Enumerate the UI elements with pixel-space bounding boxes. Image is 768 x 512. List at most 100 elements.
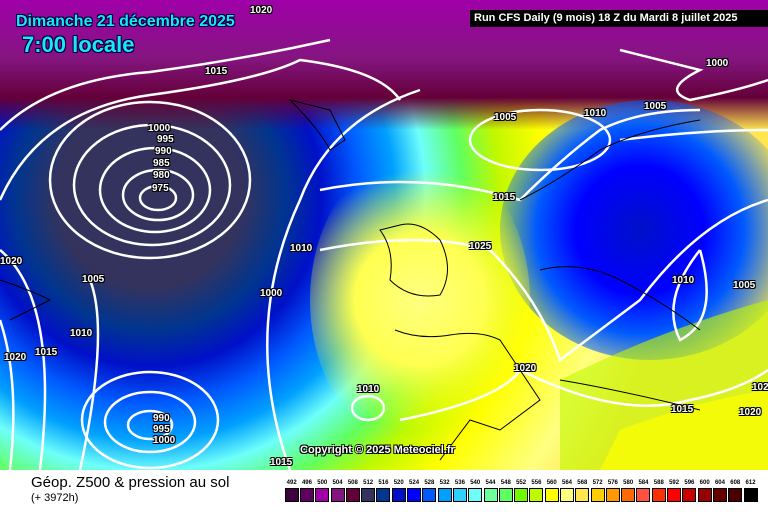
scale-step: 600 xyxy=(697,479,712,502)
scale-swatch xyxy=(651,488,666,502)
geopotential-field xyxy=(0,0,768,470)
scale-value: 556 xyxy=(531,480,542,486)
copyright: Copyright © 2025 Meteociel.fr xyxy=(300,444,455,456)
isobar-label: 1015 xyxy=(493,192,516,203)
scale-swatch xyxy=(299,488,314,502)
model-run-label: Run CFS Daily (9 mois) 18 Z du Mardi 8 j… xyxy=(470,10,768,27)
scale-swatch xyxy=(483,488,498,502)
forecast-time: 7:00 locale xyxy=(22,32,135,57)
scale-step: 580 xyxy=(621,479,636,502)
isobar-label: 1015 xyxy=(270,457,293,468)
scale-value: 496 xyxy=(301,480,312,486)
scale-swatch xyxy=(452,488,467,502)
isobar-label: 995 xyxy=(157,134,174,145)
scale-step: 576 xyxy=(605,479,620,502)
scale-value: 512 xyxy=(363,480,374,486)
scale-value: 536 xyxy=(454,480,465,486)
isobar-label: 1000 xyxy=(706,58,729,69)
scale-step: 564 xyxy=(559,479,574,502)
isobar-label: 1005 xyxy=(82,274,105,285)
scale-swatch xyxy=(407,488,422,502)
scale-step: 560 xyxy=(544,479,559,502)
scale-swatch xyxy=(682,488,697,502)
lead-time: (+ 3972h) xyxy=(31,492,79,504)
scale-value: 528 xyxy=(424,480,435,486)
scale-step: 528 xyxy=(422,479,437,502)
isobar-label: 1000 xyxy=(148,123,171,134)
scale-swatch xyxy=(743,488,758,502)
scale-swatch xyxy=(498,488,513,502)
isobar-label: 1010 xyxy=(357,384,380,395)
scale-swatch xyxy=(697,488,712,502)
scale-step: 544 xyxy=(483,479,498,502)
scale-step: 604 xyxy=(712,479,727,502)
scale-step: 592 xyxy=(666,479,682,502)
scale-value: 540 xyxy=(470,480,481,486)
scale-value: 500 xyxy=(317,480,328,486)
scale-swatch xyxy=(437,488,452,502)
legend-footer: Géop. Z500 & pression au sol (+ 3972h) 4… xyxy=(0,470,768,512)
scale-value: 508 xyxy=(347,480,358,486)
scale-step: 536 xyxy=(452,479,467,502)
scale-value: 572 xyxy=(592,480,603,486)
weather-map: Dimanche 21 décembre 2025 7:00 locale Ru… xyxy=(0,0,768,470)
isobar-label: 985 xyxy=(153,158,170,169)
scale-swatch xyxy=(529,488,544,502)
forecast-date: Dimanche 21 décembre 2025 xyxy=(16,13,235,30)
scale-value: 588 xyxy=(653,480,664,486)
scale-step: 572 xyxy=(590,479,605,502)
isobar-label: 102 xyxy=(752,382,768,393)
scale-swatch xyxy=(667,488,682,502)
isobar-label: 1020 xyxy=(4,352,27,363)
isobar-label: 1020 xyxy=(250,5,273,16)
scale-swatch xyxy=(330,488,345,502)
isobar-label: 990 xyxy=(153,413,170,424)
isobar-label: 990 xyxy=(155,146,172,157)
scale-swatch xyxy=(391,488,406,502)
scale-step: 492 xyxy=(284,479,299,502)
scale-value: 548 xyxy=(500,480,511,486)
scale-value: 524 xyxy=(409,480,420,486)
scale-step: 532 xyxy=(437,479,452,502)
isobar-label: 1005 xyxy=(733,280,756,291)
isobar-label: 1010 xyxy=(584,108,607,119)
scale-swatch xyxy=(636,488,651,502)
scale-step: 552 xyxy=(513,479,529,502)
isobar-label: 1005 xyxy=(644,101,667,112)
isobar-label: 1020 xyxy=(739,407,762,418)
isobar-label: 1010 xyxy=(672,275,695,286)
isobar-label: 1005 xyxy=(494,112,517,123)
scale-swatch xyxy=(621,488,636,502)
scale-value: 584 xyxy=(638,480,649,486)
scale-swatch xyxy=(315,488,330,502)
color-scale: 492 496 500 504 508 512 516 520 524 528 532 536 540 5… xyxy=(284,479,758,502)
scale-swatch xyxy=(575,488,590,502)
isobar-label: 980 xyxy=(153,170,170,181)
scale-step: 596 xyxy=(682,479,697,502)
scale-swatch xyxy=(422,488,437,502)
scale-value: 504 xyxy=(332,480,343,486)
isobar-label: 1015 xyxy=(205,66,228,77)
isobar-label: 1015 xyxy=(35,347,58,358)
isobar-label: 1015 xyxy=(671,404,694,415)
scale-value: 612 xyxy=(745,480,756,486)
scale-value: 596 xyxy=(684,480,695,486)
scale-value: 580 xyxy=(623,480,634,486)
scale-step: 612 xyxy=(743,479,758,502)
scale-swatch xyxy=(590,488,605,502)
scale-value: 544 xyxy=(485,480,496,486)
scale-swatch xyxy=(468,488,483,502)
scale-value: 492 xyxy=(286,480,297,486)
scale-step: 520 xyxy=(391,479,406,502)
scale-step: 516 xyxy=(376,479,391,502)
scale-value: 532 xyxy=(439,480,450,486)
scale-value: 552 xyxy=(516,480,527,486)
scale-value: 568 xyxy=(577,480,588,486)
isobar-label: 1000 xyxy=(260,288,283,299)
scale-swatch xyxy=(376,488,391,502)
isobar-label: 975 xyxy=(152,183,169,194)
isobar-label: 1000 xyxy=(153,435,176,446)
scale-step: 608 xyxy=(728,479,743,502)
scale-step: 568 xyxy=(575,479,590,502)
scale-value: 564 xyxy=(561,480,572,486)
